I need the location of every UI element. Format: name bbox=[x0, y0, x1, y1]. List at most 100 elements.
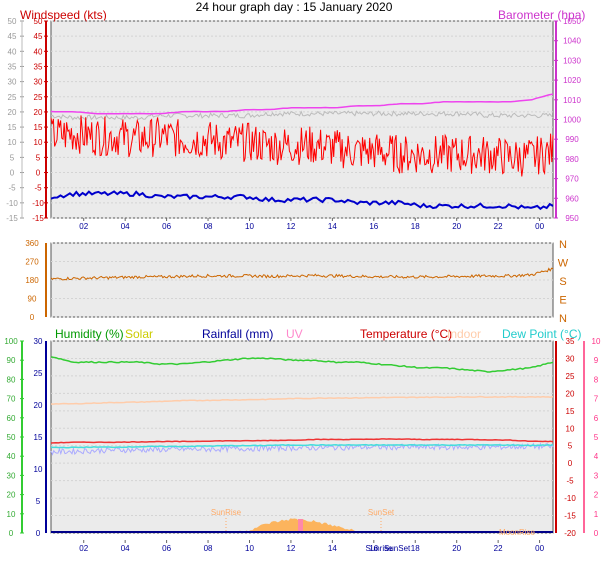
temp-tick: -5 bbox=[566, 477, 574, 486]
x-tick-label: 20 bbox=[452, 544, 461, 553]
direction-line bbox=[50, 267, 554, 281]
uv-tick: 2 bbox=[594, 491, 599, 500]
barometer-gray-line bbox=[50, 110, 554, 121]
baro-tick: 1030 bbox=[563, 56, 581, 65]
x-tick-label: 18 bbox=[411, 222, 420, 231]
x-tick-label: 22 bbox=[494, 222, 503, 231]
x-tick-label: 18 bbox=[411, 544, 420, 553]
temp-tick: -15 bbox=[564, 512, 576, 521]
outer-wind-tick: 30 bbox=[8, 78, 17, 87]
uv-tick: 10 bbox=[592, 337, 601, 346]
rain-tick: 15 bbox=[34, 433, 43, 442]
sunrise-label: SunRise bbox=[211, 508, 242, 517]
x-tick-label: 06 bbox=[162, 222, 171, 231]
uv-bar bbox=[298, 519, 303, 533]
temperature-line bbox=[50, 438, 554, 444]
wind-tick: -10 bbox=[32, 199, 44, 208]
uv-tick: 3 bbox=[594, 471, 599, 480]
humidity-label: Humidity (%) bbox=[55, 327, 124, 341]
humidity-tick: 20 bbox=[7, 491, 16, 500]
temp-tick: 5 bbox=[568, 442, 573, 451]
outer-wind-tick: -10 bbox=[6, 199, 18, 208]
rain-tick: 20 bbox=[34, 401, 43, 410]
baro-tick: 950 bbox=[565, 214, 579, 223]
barometer-label: Barometer (hpa) bbox=[498, 8, 585, 22]
temperature-label: Temperature (°C) bbox=[360, 327, 452, 341]
wind-tick: 45 bbox=[34, 32, 43, 41]
dir-tick: 270 bbox=[25, 258, 39, 267]
temp-tick: 20 bbox=[566, 389, 575, 398]
x-tick-label: 02 bbox=[79, 222, 88, 231]
wind-tick: 10 bbox=[34, 138, 43, 147]
temp-panel bbox=[50, 340, 554, 534]
x-tick-label: 08 bbox=[204, 222, 213, 231]
dir-tick: 90 bbox=[28, 295, 37, 304]
humidity-line bbox=[50, 356, 554, 373]
wind-panel bbox=[50, 20, 554, 219]
x-tick-label: 20 bbox=[452, 222, 461, 231]
uv-tick: 6 bbox=[594, 414, 599, 423]
uv-tick: 9 bbox=[594, 356, 599, 365]
dir-compass-tick: N bbox=[559, 239, 567, 251]
dir-tick: 180 bbox=[25, 276, 39, 285]
uv-tick: 4 bbox=[594, 452, 599, 461]
x-tick-label: 04 bbox=[121, 544, 130, 553]
dir-tick: 360 bbox=[25, 239, 39, 248]
uv-tick: 8 bbox=[594, 375, 599, 384]
dewpoint-label: Dew Point (°C) bbox=[502, 327, 581, 341]
x-tick-label: 04 bbox=[121, 222, 130, 231]
outer-wind-tick: -5 bbox=[8, 184, 16, 193]
baro-tick: 960 bbox=[565, 194, 579, 203]
temp-tick: -10 bbox=[564, 494, 576, 503]
direction-panel bbox=[50, 242, 554, 318]
wind-plot bbox=[50, 20, 554, 219]
wind-tick: 5 bbox=[36, 153, 41, 162]
rain-tick: 5 bbox=[36, 497, 41, 506]
x-tick-label: 00 bbox=[535, 222, 544, 231]
outer-wind-tick: 50 bbox=[8, 17, 17, 26]
baro-tick: 990 bbox=[565, 135, 579, 144]
humidity-tick: 60 bbox=[7, 414, 16, 423]
dir-compass-tick: S bbox=[559, 276, 566, 288]
axes: 50454035302520151050-5-10-15504540353025… bbox=[4, 17, 601, 553]
baro-tick: 1040 bbox=[563, 37, 581, 46]
humidity-tick: 10 bbox=[7, 510, 16, 519]
indoor-line bbox=[50, 395, 554, 405]
outer-wind-tick: 15 bbox=[8, 123, 17, 132]
x-tick-label: 06 bbox=[162, 544, 171, 553]
wind-tick: 30 bbox=[34, 78, 43, 87]
rain-tick: 25 bbox=[34, 369, 43, 378]
x-tick-label: 08 bbox=[204, 544, 213, 553]
baro-tick: 970 bbox=[565, 175, 579, 184]
baro-tick: 1020 bbox=[563, 76, 581, 85]
wind-tick: -15 bbox=[32, 214, 44, 223]
sunset-label: SunSet bbox=[368, 508, 395, 517]
x-tick-label: 10 bbox=[245, 544, 254, 553]
barometer-line bbox=[50, 93, 554, 115]
outer-wind-tick: 40 bbox=[8, 47, 17, 56]
baro-tick: 1010 bbox=[563, 96, 581, 105]
humidity-tick: 100 bbox=[4, 337, 18, 346]
temp-tick: 0 bbox=[568, 459, 573, 468]
wind-average-line bbox=[50, 190, 554, 211]
humidity-tick: 80 bbox=[7, 375, 16, 384]
outer-wind-tick: 0 bbox=[10, 169, 15, 178]
baro-tick: 1050 bbox=[563, 17, 581, 26]
baro-tick: 980 bbox=[565, 155, 579, 164]
humidity-tick: 50 bbox=[7, 433, 16, 442]
solar-label: Solar bbox=[125, 327, 153, 341]
rain-tick: 0 bbox=[36, 529, 41, 538]
wind-tick: 20 bbox=[34, 108, 43, 117]
temp-tick: 15 bbox=[566, 407, 575, 416]
uv-label: UV bbox=[286, 327, 303, 341]
humidity-tick: 0 bbox=[9, 529, 14, 538]
x-tick-label: 12 bbox=[286, 544, 295, 553]
wind-tick: 0 bbox=[36, 169, 41, 178]
wind-tick: 50 bbox=[34, 17, 43, 26]
outer-wind-tick: 20 bbox=[8, 108, 17, 117]
rain-tick: 30 bbox=[34, 337, 43, 346]
x-tick-label: 14 bbox=[328, 544, 337, 553]
temp-tick: 10 bbox=[566, 424, 575, 433]
rainfall-label: Rainfall (mm) bbox=[202, 327, 273, 341]
